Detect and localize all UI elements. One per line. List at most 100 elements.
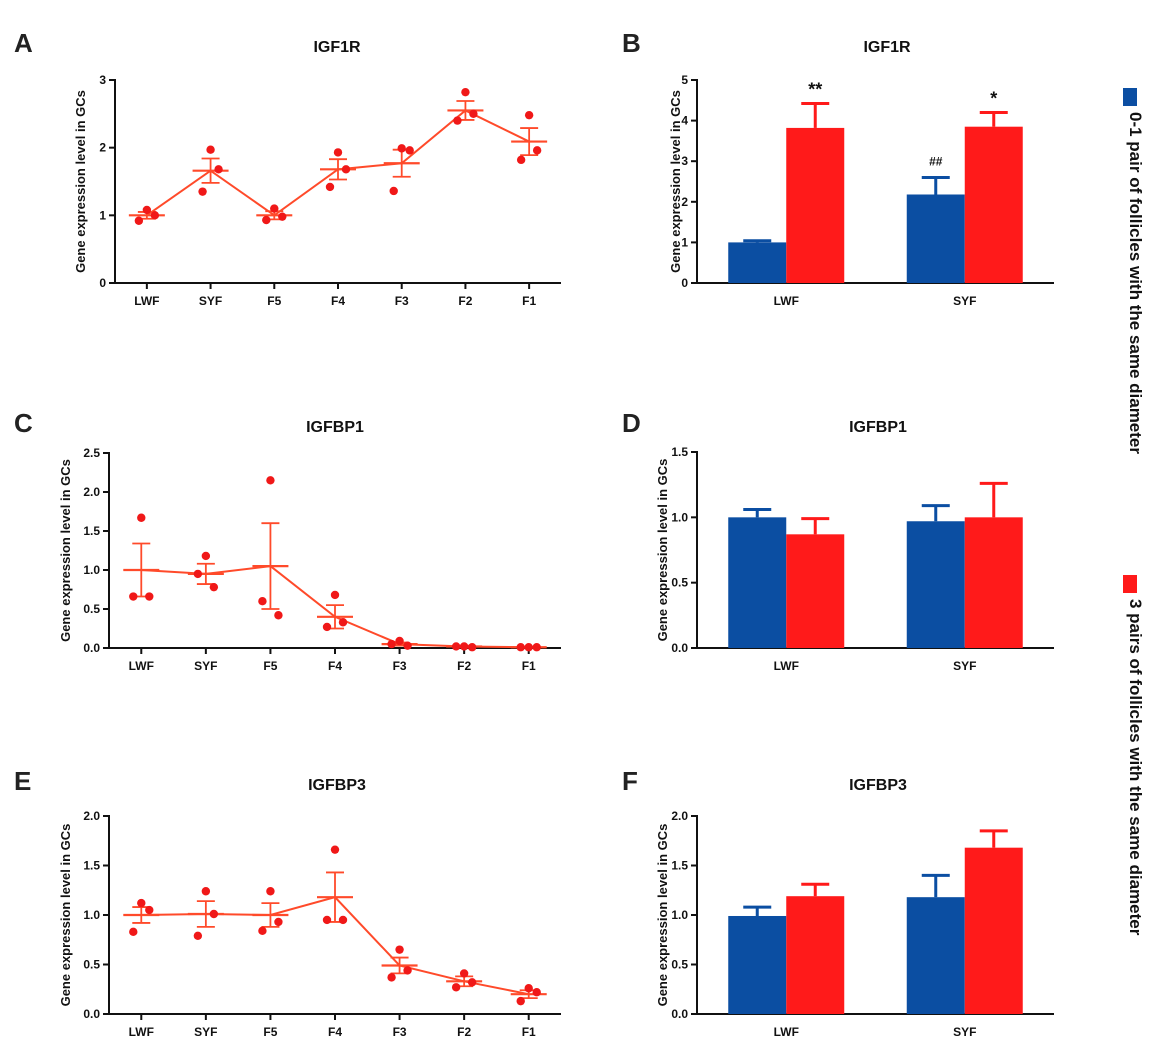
panel-a-x-tick-label: F5: [267, 294, 281, 308]
panel-c-data-point: [145, 592, 154, 601]
panel-d-letter: D: [622, 408, 641, 438]
panel-c-y-axis-label: Gene expression level in GCs: [58, 459, 73, 642]
panel-c-data-point: [338, 618, 348, 627]
panel-c-data-point: [451, 642, 461, 651]
panel-e-data-point: [201, 887, 211, 896]
panel-b-y-tick-label: 3: [681, 154, 688, 168]
panel-c-data-point: [137, 513, 146, 522]
panel-f-y-tick-label: 1.5: [671, 859, 688, 873]
panel-a-data-point: [325, 182, 335, 192]
panel-b-bar: [786, 127, 845, 284]
panel-a-x-tick-label: SYF: [199, 294, 222, 308]
panel-a-title: IGF1R: [313, 39, 361, 56]
panel-c-x-tick-label: F5: [263, 659, 277, 673]
panel-d-bar: [964, 517, 1023, 648]
panel-e-data-point: [330, 845, 340, 854]
panel-e-x-tick-label: F3: [393, 1025, 407, 1039]
panel-c-data-point: [403, 641, 412, 650]
panel-f-bar: [786, 896, 845, 1014]
legend-label: 0-1 pair of follicles with the same diam…: [1126, 112, 1145, 454]
panel-a-data-point: [532, 146, 542, 155]
panel-a-data-point: [278, 212, 287, 221]
panel-c-y-tick-label: 2.5: [83, 446, 100, 460]
panel-a-letter: A: [14, 28, 33, 58]
panel-c-data-point: [395, 636, 404, 646]
panel-b-significance-label: ##: [929, 154, 943, 168]
panel-e-y-tick-label: 0.5: [83, 958, 100, 972]
panel-c-y-tick-label: 0.5: [83, 602, 100, 616]
panel-c-data-point: [193, 569, 203, 579]
panel-f-y-tick-label: 2.0: [671, 809, 688, 823]
panel-e-y-axis-label: Gene expression level in GCs: [58, 824, 73, 1007]
panel-e-x-tick-label: F2: [457, 1025, 471, 1039]
panel-e-data-point: [322, 915, 332, 925]
panel-c-data-point: [516, 643, 525, 652]
panel-e-y-tick-label: 1.0: [83, 908, 100, 922]
panel-f-y-tick-label: 1.0: [671, 908, 688, 922]
panel-d-y-axis-label: Gene expression level in GCs: [655, 459, 670, 642]
panel-e-data-point: [395, 945, 404, 954]
panel-c-data-point: [274, 611, 283, 620]
panel-f-title: IGFBP3: [849, 777, 907, 794]
panel-b-title: IGF1R: [863, 39, 911, 56]
panel-e-data-point: [258, 926, 267, 936]
panel-a-data-point: [198, 187, 207, 196]
legend-swatch: [1123, 88, 1137, 106]
panel-a: A IGF1R Gene expression level in GCs 0 1 2 3 LW…: [14, 28, 561, 308]
panel-a-data-point: [142, 205, 152, 215]
panel-e: E IGFBP3 Gene expression level in GCs 0.0 0.…: [14, 766, 561, 1039]
panel-e-data-point: [209, 909, 219, 919]
panel-e-y-tick-label: 2.0: [83, 809, 100, 823]
panel-c-y-tick-label: 0.0: [83, 641, 100, 655]
panel-f-x-tick-label: SYF: [953, 1025, 976, 1039]
panel-b: B IGF1R Gene expression level in GCs 0 1 2 3 4 5…: [622, 28, 1054, 308]
panel-a-data-point: [453, 116, 462, 125]
panel-e-y-tick-label: 1.5: [83, 859, 100, 873]
panel-f-y-axis-label: Gene expression level in GCs: [655, 824, 670, 1007]
panel-f-y-tick-label: 0.0: [671, 1007, 688, 1021]
panel-a-data-point: [270, 204, 279, 213]
panel-c-data-point: [209, 582, 219, 592]
panel-b-y-tick-label: 0: [681, 276, 688, 290]
panel-d-bar: [906, 521, 965, 648]
panel-a-y-axis-label: Gene expression level in GCs: [73, 90, 88, 273]
panel-c-x-tick-label: LWF: [129, 659, 154, 673]
panel-e-data-point: [266, 887, 275, 896]
panel-a-data-point: [341, 165, 351, 174]
panel-c-data-point: [129, 592, 138, 601]
panel-e-data-point: [145, 905, 154, 915]
panel-e-data-point: [338, 915, 348, 925]
panel-c-letter: C: [14, 408, 33, 438]
panel-b-bar: [964, 126, 1023, 283]
panel-c-x-tick-label: SYF: [194, 659, 217, 673]
panel-c-y-tick-label: 2.0: [83, 485, 100, 499]
panel-e-data-point: [193, 931, 203, 940]
panel-a-data-point: [397, 144, 406, 153]
panel-d-bar: [786, 534, 845, 648]
panel-a-data-point: [134, 216, 144, 225]
panel-e-title: IGFBP3: [308, 777, 366, 794]
panel-a-x-tick-label: F1: [522, 294, 536, 308]
panel-e-letter: E: [14, 766, 31, 796]
panel-a-data-point: [516, 155, 526, 165]
panel-a-data-point: [206, 145, 215, 154]
panel-e-data-point: [467, 978, 477, 987]
panel-a-data-point: [461, 87, 470, 97]
panel-b-y-tick-label: 4: [681, 114, 688, 128]
panel-a-y-tick-label: 2: [99, 141, 106, 155]
panel-d-bar: [728, 517, 787, 648]
panel-c-title: IGFBP1: [306, 419, 364, 436]
panel-c-y-tick-label: 1.5: [83, 524, 100, 538]
legend-label: 3 pairs of follicles with the same diame…: [1126, 599, 1145, 936]
panel-a-x-tick-label: LWF: [134, 294, 159, 308]
panel-d-title: IGFBP1: [849, 419, 907, 436]
panel-d-y-tick-label: 0.5: [671, 576, 688, 590]
legend: 0-1 pair of follicles with the same diam…: [1123, 88, 1145, 936]
panel-c-data-point: [459, 642, 469, 651]
panel-a-y-tick-label: 1: [99, 208, 106, 222]
panel-c: C IGFBP1 Gene expression level in GCs 0.0 0.…: [14, 408, 561, 673]
panel-a-data-point: [469, 109, 478, 119]
panel-a-data-point: [262, 215, 271, 225]
